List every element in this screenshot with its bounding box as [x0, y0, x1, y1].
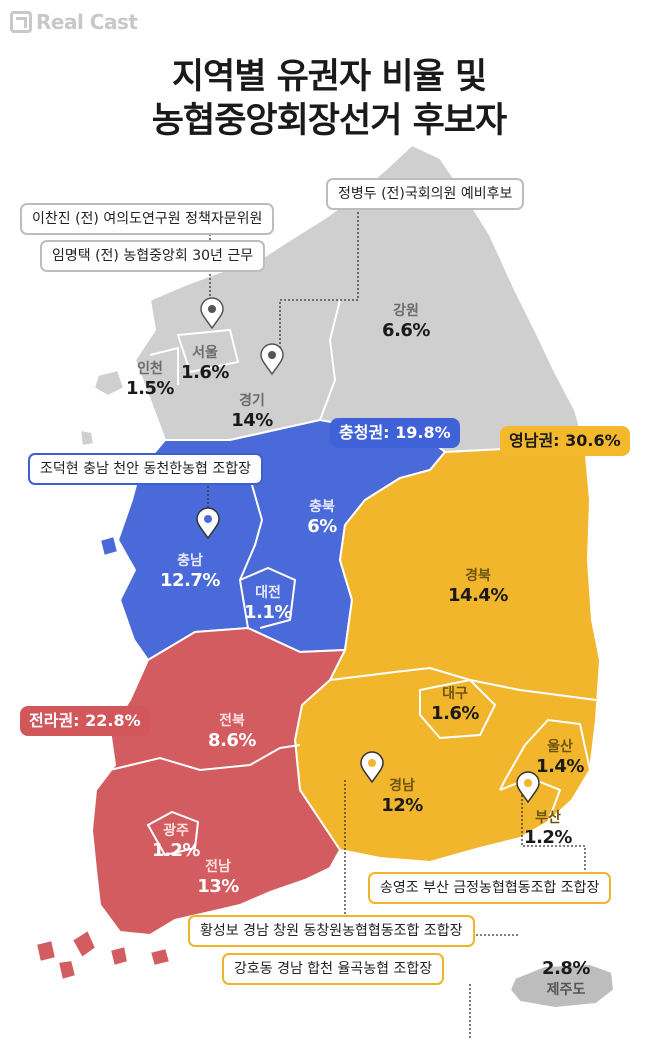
label-ulsan: 울산 1.4%	[536, 736, 584, 777]
label-jeju: 2.8% 제주도	[542, 958, 590, 999]
bloc-yeongnam-badge: 영남권: 30.6%	[500, 426, 630, 456]
map-pin-icon	[260, 343, 284, 376]
candidate-kang: 강호동 경남 합천 율곡농협 조합장	[222, 953, 445, 985]
island-jeonnam-5	[148, 946, 172, 968]
label-jeonbuk: 전북 8.6%	[208, 710, 256, 751]
border-gwangju	[146, 810, 200, 857]
region-value: 6.6%	[382, 320, 430, 341]
border-gyeongbuk	[329, 666, 597, 701]
region-name: 제주도	[546, 982, 586, 998]
region-name: 충남	[177, 553, 203, 569]
region-name: 인천	[137, 361, 163, 377]
region-name: 강원	[393, 303, 419, 319]
border-gyeongnam	[499, 744, 526, 791]
border-chungnam	[238, 484, 264, 629]
region-value: 1.2%	[524, 827, 572, 848]
label-daegu: 대구 1.6%	[431, 683, 479, 724]
region-name: 경기	[239, 393, 265, 409]
region-name: 서울	[192, 345, 218, 361]
bloc-jeolla-badge: 전라권: 22.8%	[20, 706, 150, 736]
island-jeonnam-4	[108, 944, 130, 968]
candidate-song: 송영조 부산 금정농협협동조합 조합장	[368, 872, 612, 904]
border-daegu	[419, 678, 497, 740]
brand-logo: Real Cast	[10, 10, 138, 34]
logo-icon	[10, 11, 32, 33]
label-daejeon: 대전 1.1%	[244, 582, 292, 623]
region-value: 1.6%	[181, 362, 229, 383]
region-name: 경남	[389, 778, 415, 794]
region-name: 경북	[465, 568, 491, 584]
region-name: 충북	[309, 499, 335, 515]
candidate-lee: 이찬진 (전) 여의도연구원 정책자문위원	[20, 203, 275, 235]
label-gyeonggi: 경기 14%	[231, 390, 273, 431]
label-gangwon: 강원 6.6%	[382, 300, 430, 341]
map-pin-icon	[516, 771, 540, 804]
border-daejeon	[239, 566, 297, 629]
region-value: 14.4%	[448, 585, 508, 606]
region-jeolla	[90, 626, 347, 937]
candidate-lim: 임명택 (전) 농협중앙회 30년 근무	[40, 240, 266, 272]
island-west	[78, 428, 96, 448]
region-value: 14%	[231, 410, 273, 431]
region-value: 2.8%	[542, 958, 590, 979]
region-value: 12.7%	[160, 570, 220, 591]
label-gyeongbuk: 경북 14.4%	[448, 565, 508, 606]
island-jeonnam-1	[70, 928, 98, 960]
candidate-jo: 조덕현 충남 천안 동천한농협 조합장	[28, 453, 263, 485]
region-name: 대전	[255, 585, 281, 601]
label-gyeongnam: 경남 12%	[381, 775, 423, 816]
map-pin-icon	[360, 751, 384, 784]
island-jeonnam-3	[56, 958, 78, 982]
border-gangwon	[319, 299, 341, 421]
region-name: 광주	[163, 823, 189, 839]
candidate-jeong: 정병두 (전)국회의원 예비후보	[326, 178, 525, 210]
label-incheon: 인천 1.5%	[126, 358, 174, 399]
bloc-chungcheong-badge: 충청권: 19.8%	[330, 418, 460, 448]
region-incheon-island	[92, 368, 126, 398]
region-value: 1.1%	[244, 602, 292, 623]
border-busan	[499, 776, 562, 823]
region-value: 6%	[307, 516, 337, 537]
region-value: 1.2%	[152, 840, 200, 861]
island-jeonnam-2	[34, 938, 58, 964]
label-jeonnam: 전남 13%	[197, 856, 239, 897]
map-pin-icon	[200, 297, 224, 330]
candidate-hwang: 황성보 경남 창원 동창원농협협동조합 조합장	[188, 915, 475, 947]
region-value: 1.4%	[536, 756, 584, 777]
page-title-line1: 지역별 유권자 비율 및	[171, 57, 487, 97]
label-seoul: 서울 1.6%	[181, 342, 229, 383]
region-name: 울산	[547, 739, 573, 755]
region-value: 1.6%	[431, 703, 479, 724]
brand-name: Real Cast	[36, 10, 138, 34]
region-value: 8.6%	[208, 730, 256, 751]
border-incheon	[149, 346, 179, 385]
border-seoul	[176, 328, 240, 374]
region-value: 13%	[197, 876, 239, 897]
label-chungnam: 충남 12.7%	[160, 550, 220, 591]
region-name: 전북	[219, 713, 245, 729]
label-chungbuk: 충북 6%	[307, 496, 337, 537]
map-pin-icon	[196, 507, 220, 540]
island-chungnam	[98, 534, 120, 558]
region-name: 부산	[535, 810, 561, 826]
region-name: 대구	[442, 686, 468, 702]
region-name: 전남	[205, 859, 231, 875]
label-busan: 부산 1.2%	[524, 807, 572, 848]
border-jeonbuk	[109, 744, 301, 772]
page-title-line2: 농협중앙회장선거 후보자	[151, 101, 507, 141]
region-value: 1.5%	[126, 378, 174, 399]
region-value: 12%	[381, 795, 423, 816]
region-jeju	[508, 962, 616, 1010]
label-gwangju: 광주 1.2%	[152, 820, 200, 861]
border-ulsan	[524, 718, 591, 771]
